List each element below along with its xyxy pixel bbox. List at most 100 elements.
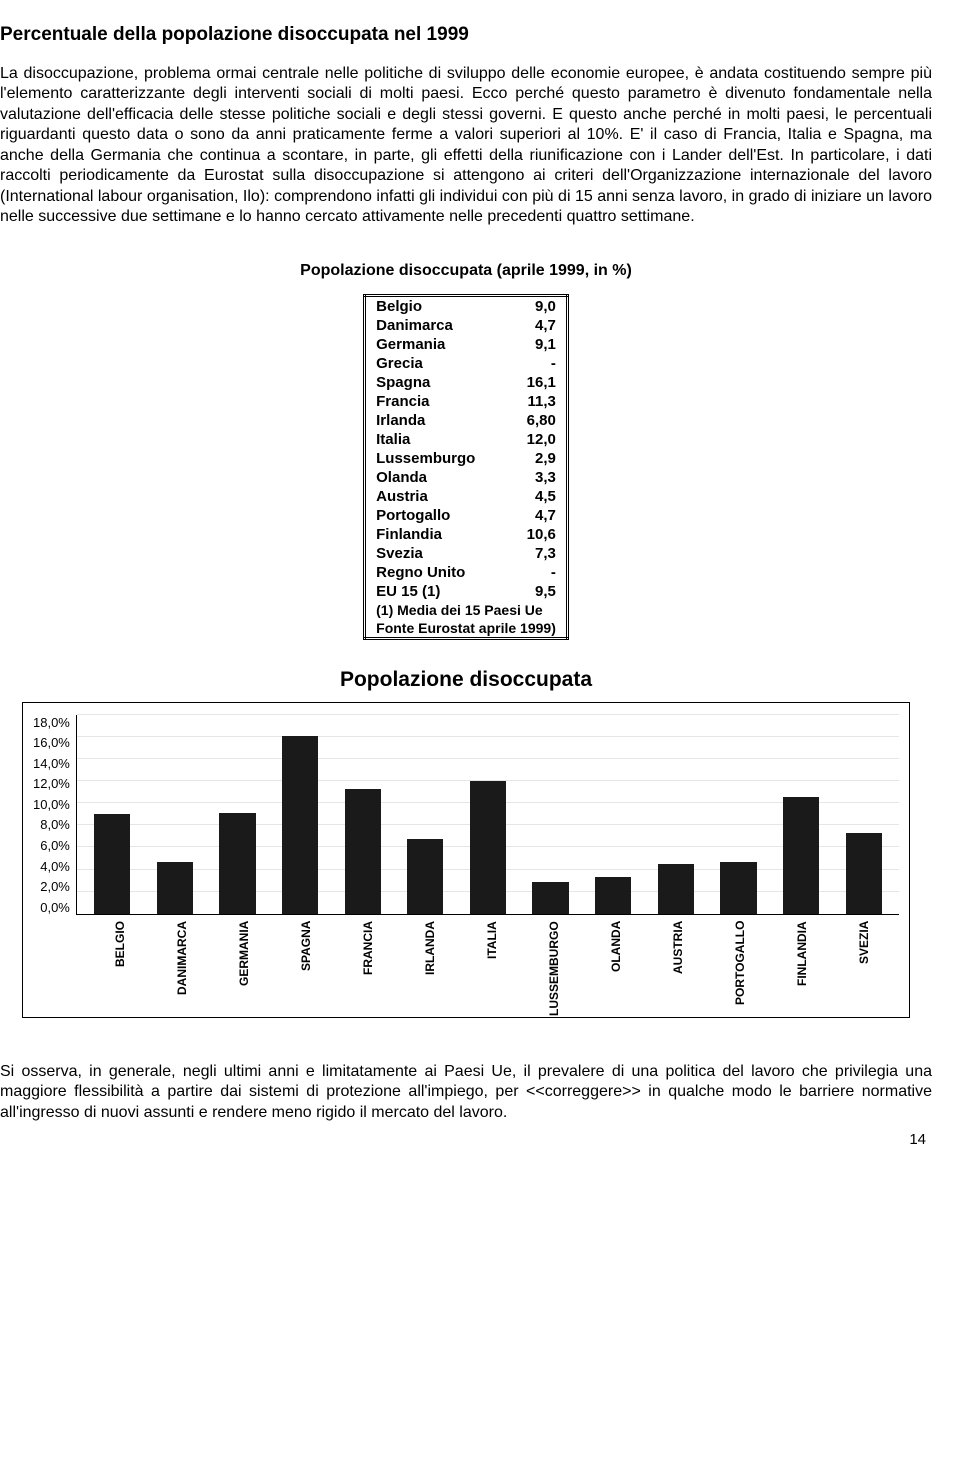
y-tick-label: 12,0% — [33, 776, 70, 791]
x-tick-label: SVEZIA — [833, 921, 895, 1011]
bar-slot — [645, 715, 708, 914]
table-row: Spagna16,1 — [365, 373, 568, 392]
conclusion-paragraph: Si osserva, in generale, negli ultimi an… — [0, 1062, 932, 1123]
table-row: EU 15 (1)9,5 — [365, 582, 568, 601]
page-title: Percentuale della popolazione disoccupat… — [0, 24, 932, 46]
bar-slot — [144, 715, 207, 914]
value-cell: - — [486, 354, 567, 373]
bar-slot — [394, 715, 457, 914]
table-row: Grecia- — [365, 354, 568, 373]
y-tick-label: 6,0% — [40, 838, 70, 853]
value-cell: 16,1 — [486, 373, 567, 392]
x-tick-label: DANIMARCA — [151, 921, 213, 1011]
value-cell: 9,0 — [486, 295, 567, 316]
chart-container: Popolazione disoccupata 18,0%16,0%14,0%1… — [0, 668, 932, 1018]
x-tick-label: PORTOGALLO — [709, 921, 771, 1011]
bar — [658, 864, 694, 914]
table-caption: Popolazione disoccupata (aprile 1999, in… — [0, 262, 932, 280]
table-row: Lussemburgo2,9 — [365, 449, 568, 468]
bar — [595, 877, 631, 913]
country-cell: Germania — [365, 335, 486, 354]
unemployment-table: Belgio9,0Danimarca4,7Germania9,1Grecia-S… — [363, 294, 569, 640]
bar — [846, 833, 882, 914]
y-tick-label: 18,0% — [33, 715, 70, 730]
table-row: Portogallo4,7 — [365, 506, 568, 525]
country-cell: Olanda — [365, 468, 486, 487]
value-cell: 9,1 — [486, 335, 567, 354]
bar-slot — [582, 715, 645, 914]
country-cell: Belgio — [365, 295, 486, 316]
page-root: Percentuale della popolazione disoccupat… — [0, 0, 960, 1168]
x-tick-label: AUSTRIA — [647, 921, 709, 1011]
value-cell: 3,3 — [486, 468, 567, 487]
y-tick-label: 4,0% — [40, 859, 70, 874]
x-tick-label: LUSSEMBURGO — [523, 921, 585, 1011]
table-row: Italia12,0 — [365, 430, 568, 449]
bar-slot — [519, 715, 582, 914]
country-cell: Irlanda — [365, 411, 486, 430]
table-row: Austria4,5 — [365, 487, 568, 506]
bar — [157, 862, 193, 914]
table-row: Irlanda6,80 — [365, 411, 568, 430]
value-cell: 12,0 — [486, 430, 567, 449]
value-cell: 4,5 — [486, 487, 567, 506]
country-cell: Danimarca — [365, 316, 486, 335]
value-cell: - — [486, 563, 567, 582]
y-tick-label: 16,0% — [33, 735, 70, 750]
value-cell: 4,7 — [486, 506, 567, 525]
value-cell: 6,80 — [486, 411, 567, 430]
table-row: Olanda3,3 — [365, 468, 568, 487]
y-tick-label: 0,0% — [40, 900, 70, 915]
country-cell: Lussemburgo — [365, 449, 486, 468]
bars-row — [77, 715, 899, 914]
chart-box: 18,0%16,0%14,0%12,0%10,0%8,0%6,0%4,0%2,0… — [22, 702, 910, 1018]
chart-area: 18,0%16,0%14,0%12,0%10,0%8,0%6,0%4,0%2,0… — [33, 715, 899, 915]
x-tick-label: GERMANIA — [213, 921, 275, 1011]
country-cell: Italia — [365, 430, 486, 449]
country-cell: Portogallo — [365, 506, 486, 525]
x-tick-label: SPAGNA — [275, 921, 337, 1011]
country-cell: EU 15 (1) — [365, 582, 486, 601]
value-cell: 2,9 — [486, 449, 567, 468]
y-axis: 18,0%16,0%14,0%12,0%10,0%8,0%6,0%4,0%2,0… — [33, 715, 76, 915]
table-container: Belgio9,0Danimarca4,7Germania9,1Grecia-S… — [0, 294, 932, 640]
x-tick-label: OLANDA — [585, 921, 647, 1011]
table-row: Regno Unito- — [365, 563, 568, 582]
intro-paragraph: La disoccupazione, problema ormai centra… — [0, 64, 932, 228]
bar — [532, 882, 568, 914]
bar-slot — [331, 715, 394, 914]
country-cell: Francia — [365, 392, 486, 411]
bar-slot — [81, 715, 144, 914]
country-cell: Finlandia — [365, 525, 486, 544]
bar — [219, 813, 255, 914]
x-tick-label: IRLANDA — [399, 921, 461, 1011]
x-tick-label: BELGIO — [89, 921, 151, 1011]
table-row: Francia11,3 — [365, 392, 568, 411]
value-cell: 10,6 — [486, 525, 567, 544]
chart-plot — [76, 715, 899, 915]
bar — [720, 862, 756, 914]
x-tick-label: ITALIA — [461, 921, 523, 1011]
country-cell: Austria — [365, 487, 486, 506]
bar-slot — [206, 715, 269, 914]
y-tick-label: 8,0% — [40, 817, 70, 832]
bar-slot — [832, 715, 895, 914]
table-row: Belgio9,0 — [365, 295, 568, 316]
bar — [94, 814, 130, 914]
table-row: Danimarca4,7 — [365, 316, 568, 335]
country-cell: Regno Unito — [365, 563, 486, 582]
value-cell: 4,7 — [486, 316, 567, 335]
x-axis-labels: BELGIODANIMARCAGERMANIASPAGNAFRANCIAIRLA… — [85, 915, 899, 1011]
bar — [282, 736, 318, 914]
y-tick-label: 2,0% — [40, 879, 70, 894]
table-note: (1) Media dei 15 Paesi Ue — [365, 601, 568, 619]
country-cell: Svezia — [365, 544, 486, 563]
chart-title: Popolazione disoccupata — [22, 668, 910, 692]
bar — [783, 797, 819, 914]
bar — [470, 781, 506, 914]
table-row: Svezia7,3 — [365, 544, 568, 563]
table-row: Finlandia10,6 — [365, 525, 568, 544]
bar — [345, 789, 381, 914]
table-source: Fonte Eurostat aprile 1999) — [365, 619, 568, 639]
page-number: 14 — [0, 1131, 932, 1148]
